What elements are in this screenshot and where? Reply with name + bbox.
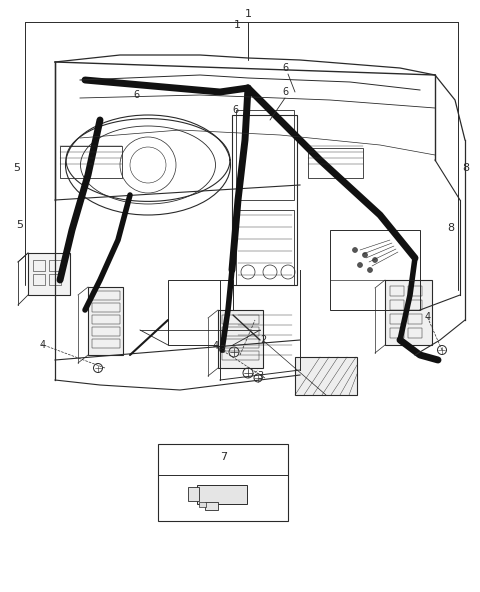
- Bar: [92, 327, 120, 336]
- Bar: [92, 291, 120, 300]
- Circle shape: [372, 258, 377, 262]
- Text: 8: 8: [462, 163, 469, 173]
- Bar: [92, 315, 120, 324]
- Bar: [49, 260, 61, 271]
- Bar: [199, 503, 206, 507]
- Bar: [168, 280, 233, 345]
- Text: 1: 1: [234, 20, 241, 30]
- Circle shape: [352, 247, 358, 253]
- Bar: [205, 503, 218, 510]
- Bar: [188, 487, 199, 501]
- Text: 4: 4: [213, 342, 219, 351]
- Text: 2: 2: [260, 336, 266, 345]
- Text: 5: 5: [16, 220, 23, 230]
- Bar: [390, 314, 404, 324]
- Bar: [408, 314, 422, 324]
- Bar: [33, 274, 45, 285]
- Bar: [385, 280, 432, 345]
- Text: 4: 4: [39, 340, 45, 349]
- Text: 1: 1: [244, 9, 252, 19]
- Bar: [88, 287, 123, 355]
- Bar: [390, 286, 404, 296]
- Text: 6: 6: [282, 87, 288, 97]
- Bar: [60, 146, 122, 178]
- Text: 7: 7: [220, 452, 227, 462]
- Bar: [222, 327, 259, 336]
- Bar: [295, 357, 357, 395]
- Bar: [197, 485, 247, 504]
- Bar: [49, 274, 61, 285]
- Text: 6: 6: [232, 105, 238, 114]
- Bar: [408, 286, 422, 296]
- Bar: [222, 351, 259, 360]
- Bar: [308, 148, 363, 178]
- Text: 5: 5: [13, 163, 21, 173]
- Bar: [222, 339, 259, 348]
- Bar: [390, 328, 404, 338]
- Text: 8: 8: [448, 223, 455, 233]
- Circle shape: [362, 253, 368, 258]
- Text: 6: 6: [282, 63, 288, 73]
- Text: 4: 4: [424, 312, 430, 321]
- Bar: [236, 110, 294, 200]
- Text: 3: 3: [257, 371, 263, 381]
- Circle shape: [358, 262, 362, 268]
- Bar: [408, 300, 422, 310]
- Text: 3: 3: [219, 345, 225, 355]
- Bar: [330, 230, 420, 310]
- Bar: [92, 303, 120, 312]
- Bar: [33, 260, 45, 271]
- Bar: [218, 310, 263, 368]
- Bar: [92, 339, 120, 348]
- Bar: [236, 210, 294, 285]
- Bar: [390, 300, 404, 310]
- Bar: [158, 444, 288, 521]
- Bar: [232, 115, 297, 285]
- Bar: [28, 253, 70, 295]
- Circle shape: [368, 268, 372, 272]
- Text: 6: 6: [134, 90, 140, 99]
- Bar: [222, 315, 259, 324]
- Bar: [408, 328, 422, 338]
